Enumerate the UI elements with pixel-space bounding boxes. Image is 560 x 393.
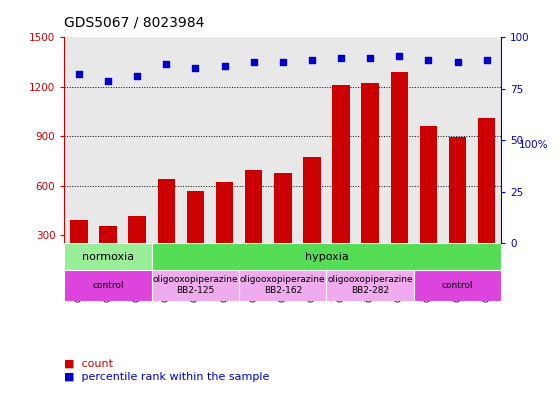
Point bbox=[482, 57, 491, 63]
Point bbox=[366, 55, 375, 61]
Text: control: control bbox=[92, 281, 124, 290]
Bar bbox=[332, 85, 350, 285]
Bar bbox=[239, 270, 326, 301]
Bar bbox=[419, 127, 437, 285]
Point bbox=[191, 65, 200, 72]
Text: oligooxopiperazine
BB2-162: oligooxopiperazine BB2-162 bbox=[240, 275, 325, 295]
Point bbox=[104, 77, 113, 84]
Bar bbox=[99, 226, 117, 285]
Bar bbox=[449, 137, 466, 285]
Point bbox=[278, 59, 287, 65]
Bar bbox=[361, 83, 379, 285]
Point bbox=[337, 55, 346, 61]
Point bbox=[133, 73, 142, 80]
Bar bbox=[64, 243, 152, 270]
Text: ■  percentile rank within the sample: ■ percentile rank within the sample bbox=[64, 372, 270, 382]
Bar bbox=[245, 170, 263, 285]
Y-axis label: 100%: 100% bbox=[519, 140, 549, 151]
Text: normoxia: normoxia bbox=[82, 252, 134, 262]
Bar bbox=[152, 270, 239, 301]
Bar bbox=[157, 179, 175, 285]
Bar bbox=[152, 243, 501, 270]
Bar bbox=[414, 270, 501, 301]
Point bbox=[249, 59, 258, 65]
Bar bbox=[70, 220, 88, 285]
Text: ■  count: ■ count bbox=[64, 358, 113, 369]
Text: control: control bbox=[442, 281, 473, 290]
Bar bbox=[64, 270, 152, 301]
Bar bbox=[216, 182, 234, 285]
Bar bbox=[186, 191, 204, 285]
Point bbox=[307, 57, 316, 63]
Point bbox=[453, 59, 462, 65]
Text: hypoxia: hypoxia bbox=[305, 252, 348, 262]
Text: GDS5067 / 8023984: GDS5067 / 8023984 bbox=[64, 15, 205, 29]
Bar bbox=[303, 157, 321, 285]
Point bbox=[220, 63, 229, 69]
Bar bbox=[478, 118, 496, 285]
Text: oligooxopiperazine
BB2-125: oligooxopiperazine BB2-125 bbox=[153, 275, 238, 295]
Text: oligooxopiperazine
BB2-282: oligooxopiperazine BB2-282 bbox=[328, 275, 413, 295]
Point bbox=[395, 53, 404, 59]
Point bbox=[162, 61, 171, 67]
Point bbox=[424, 57, 433, 63]
Bar bbox=[128, 216, 146, 285]
Bar bbox=[274, 173, 292, 285]
Bar bbox=[326, 270, 414, 301]
Bar bbox=[390, 72, 408, 285]
Point bbox=[74, 71, 83, 77]
